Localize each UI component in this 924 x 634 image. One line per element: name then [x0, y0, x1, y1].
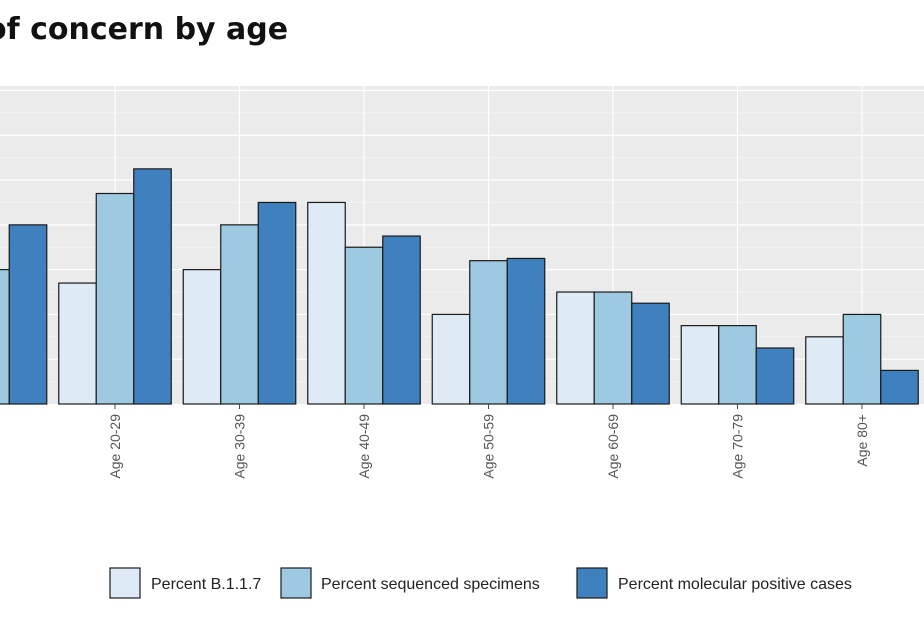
bar	[631, 302, 670, 405]
bars	[0, 168, 919, 405]
legend: Percent B.1.1.7 Percent sequenced specime…	[109, 567, 852, 599]
legend-label: Percent sequenced specimens	[321, 576, 540, 593]
x-tick-label: Age 80+	[854, 414, 870, 467]
bar	[755, 347, 795, 405]
bar	[220, 224, 259, 405]
bar	[842, 313, 882, 405]
x-tick-label: Age 50-59	[481, 414, 497, 479]
bar	[182, 269, 222, 405]
legend-label: Percent B.1.1.7	[151, 576, 261, 593]
bar	[8, 224, 48, 405]
bar	[0, 269, 10, 405]
bar	[344, 246, 384, 405]
x-tick-label: Age 20-29	[107, 414, 123, 479]
legend-key	[280, 567, 312, 599]
bar	[58, 282, 97, 405]
bar	[382, 235, 421, 405]
bar	[880, 369, 919, 405]
bar	[718, 325, 757, 405]
chart-title: of concern by age	[0, 12, 289, 47]
bar	[805, 336, 844, 405]
bar	[593, 291, 633, 405]
x-tick-label: Age 70-79	[730, 414, 746, 479]
bar	[307, 201, 346, 405]
legend-key	[576, 567, 608, 599]
bar	[556, 291, 595, 405]
legend-label: Percent molecular positive cases	[618, 576, 852, 593]
bar	[257, 201, 297, 405]
x-tick-label: Age 30-39	[232, 414, 248, 479]
legend-key	[109, 567, 141, 599]
x-tick-label: Age 60-69	[605, 414, 621, 479]
bar	[431, 313, 471, 405]
bar	[506, 257, 546, 405]
bar	[95, 192, 135, 405]
bar	[469, 260, 508, 405]
x-tick-label: Age 40-49	[356, 414, 372, 479]
bar	[133, 168, 172, 405]
bar	[680, 325, 720, 405]
